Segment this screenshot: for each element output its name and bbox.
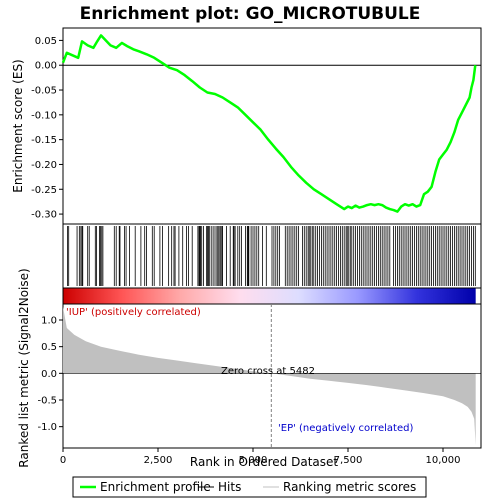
- metric-tick-label: 0.0: [41, 369, 57, 380]
- x-tick-label: 7,500: [334, 455, 363, 466]
- enrichment-profile-series: [61, 34, 477, 213]
- metric-panel-frame: [62, 303, 482, 449]
- es-axis-title: Enrichment score (ES): [11, 59, 25, 192]
- positive-annotation: 'IUP' (positively correlated): [66, 307, 201, 318]
- hits-ticks: [67, 226, 476, 286]
- enrichment-profile-line: [61, 34, 477, 213]
- legend-box: [72, 476, 427, 498]
- zero-cross-annotation: Zero cross at 5482: [221, 366, 315, 377]
- metric-tick-label: -0.5: [37, 396, 57, 407]
- metric-area: [63, 306, 476, 446]
- es-tick-label: -0.30: [31, 210, 57, 221]
- legend-label: Enrichment profile: [100, 480, 211, 494]
- legend-label: Hits: [218, 480, 241, 494]
- es-panel-frame: [62, 27, 482, 225]
- x-tick-label: 10,000: [426, 455, 461, 466]
- legend-label: Ranking metric scores: [283, 480, 416, 494]
- es-tick-label: -0.05: [31, 86, 57, 97]
- metric-tick-label: 0.5: [41, 342, 57, 353]
- metric-axis: 1.0 0.5 0.0 -0.5 -1.0: [37, 316, 63, 433]
- es-tick-label: -0.10: [31, 110, 57, 121]
- metric-tick-label: 1.0: [41, 316, 57, 327]
- es-tick-label: -0.20: [31, 160, 57, 171]
- rank-gradient-bar: [63, 288, 476, 304]
- metric-tick-label: -1.0: [37, 422, 57, 433]
- metric-axis-title: Ranked list metric (Signal2Noise): [17, 268, 31, 467]
- es-tick-label: -0.25: [31, 185, 57, 196]
- es-tick-label: 0.05: [35, 36, 57, 47]
- x-tick-label: 5,000: [239, 455, 268, 466]
- x-tick-label: 2,500: [144, 455, 173, 466]
- ranking-metric-area: [63, 304, 481, 448]
- x-axis: 0 2,500 5,000 7,500 10,000: [60, 448, 461, 466]
- chart-title: Enrichment plot: GO_MICROTUBULE: [80, 4, 421, 24]
- es-axis: 0.05 0.00 -0.05 -0.10 -0.15 -0.20 -0.25 -0.30: [31, 36, 481, 221]
- x-tick-label: 0: [60, 455, 66, 466]
- legend: Enrichment profile Hits Ranking metric sco…: [80, 480, 416, 494]
- negative-annotation: 'EP' (negatively correlated): [278, 423, 413, 434]
- es-tick-label: 0.00: [35, 61, 57, 72]
- x-axis-title: Rank in Ordered Dataset: [190, 455, 338, 469]
- es-tick-label: -0.15: [31, 135, 57, 146]
